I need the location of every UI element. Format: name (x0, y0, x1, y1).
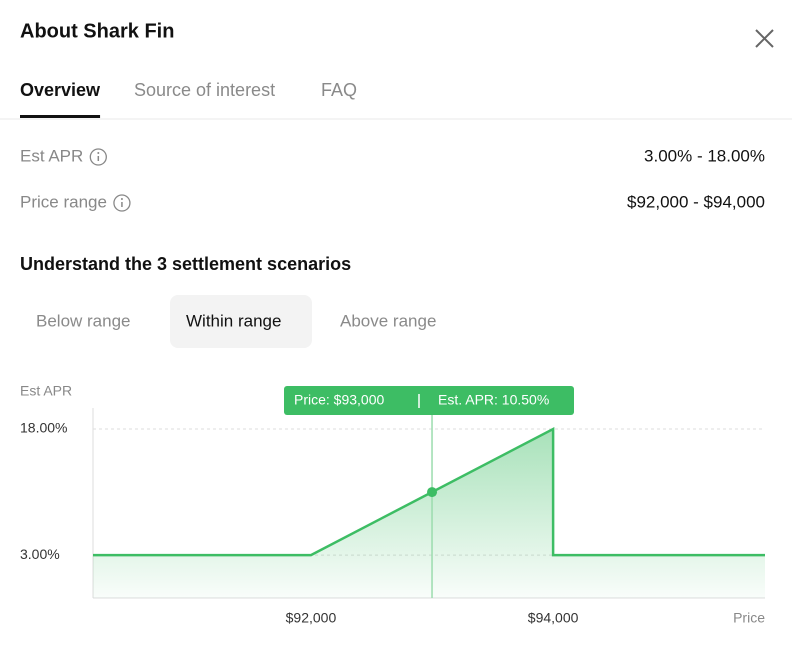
y-tick-label: 18.00% (20, 420, 67, 436)
y-axis-label: Est APR (20, 383, 72, 399)
y-tick-label: 3.00% (20, 546, 60, 562)
x-tick-label: $92,000 (286, 610, 337, 626)
tab-underline (20, 115, 101, 118)
scenario-tab[interactable]: Within range (186, 311, 281, 330)
detail-value: 3.00% - 18.00% (644, 146, 765, 165)
tooltip-price: Price: $93,000 (294, 392, 384, 408)
x-tick-label: $94,000 (528, 610, 579, 626)
scenario-tab[interactable]: Below range (36, 311, 131, 330)
tab[interactable]: Source of interest (134, 80, 275, 100)
info-icon-dot (120, 198, 123, 200)
tooltip-apr: Est. APR: 10.50% (438, 392, 549, 408)
x-axis-label: Price (733, 610, 765, 626)
scenario-pill (170, 295, 312, 348)
detail-label: Price range (20, 192, 107, 211)
section-title: Understand the 3 settlement scenarios (20, 254, 351, 274)
tab[interactable]: Overview (20, 80, 101, 100)
info-icon-dot (97, 152, 100, 154)
tab[interactable]: FAQ (321, 80, 357, 100)
detail-label: Est APR (20, 146, 83, 165)
scenario-tab[interactable]: Above range (340, 311, 436, 330)
line (93, 426, 765, 557)
detail-value: $92,000 - $94,000 (627, 192, 765, 211)
info-icon[interactable] (113, 194, 131, 212)
hover-point (427, 487, 438, 498)
tooltip (284, 386, 574, 415)
info-icon[interactable] (89, 148, 107, 166)
dialog-title: About Shark Fin (20, 20, 174, 42)
close-button[interactable] (755, 29, 774, 48)
